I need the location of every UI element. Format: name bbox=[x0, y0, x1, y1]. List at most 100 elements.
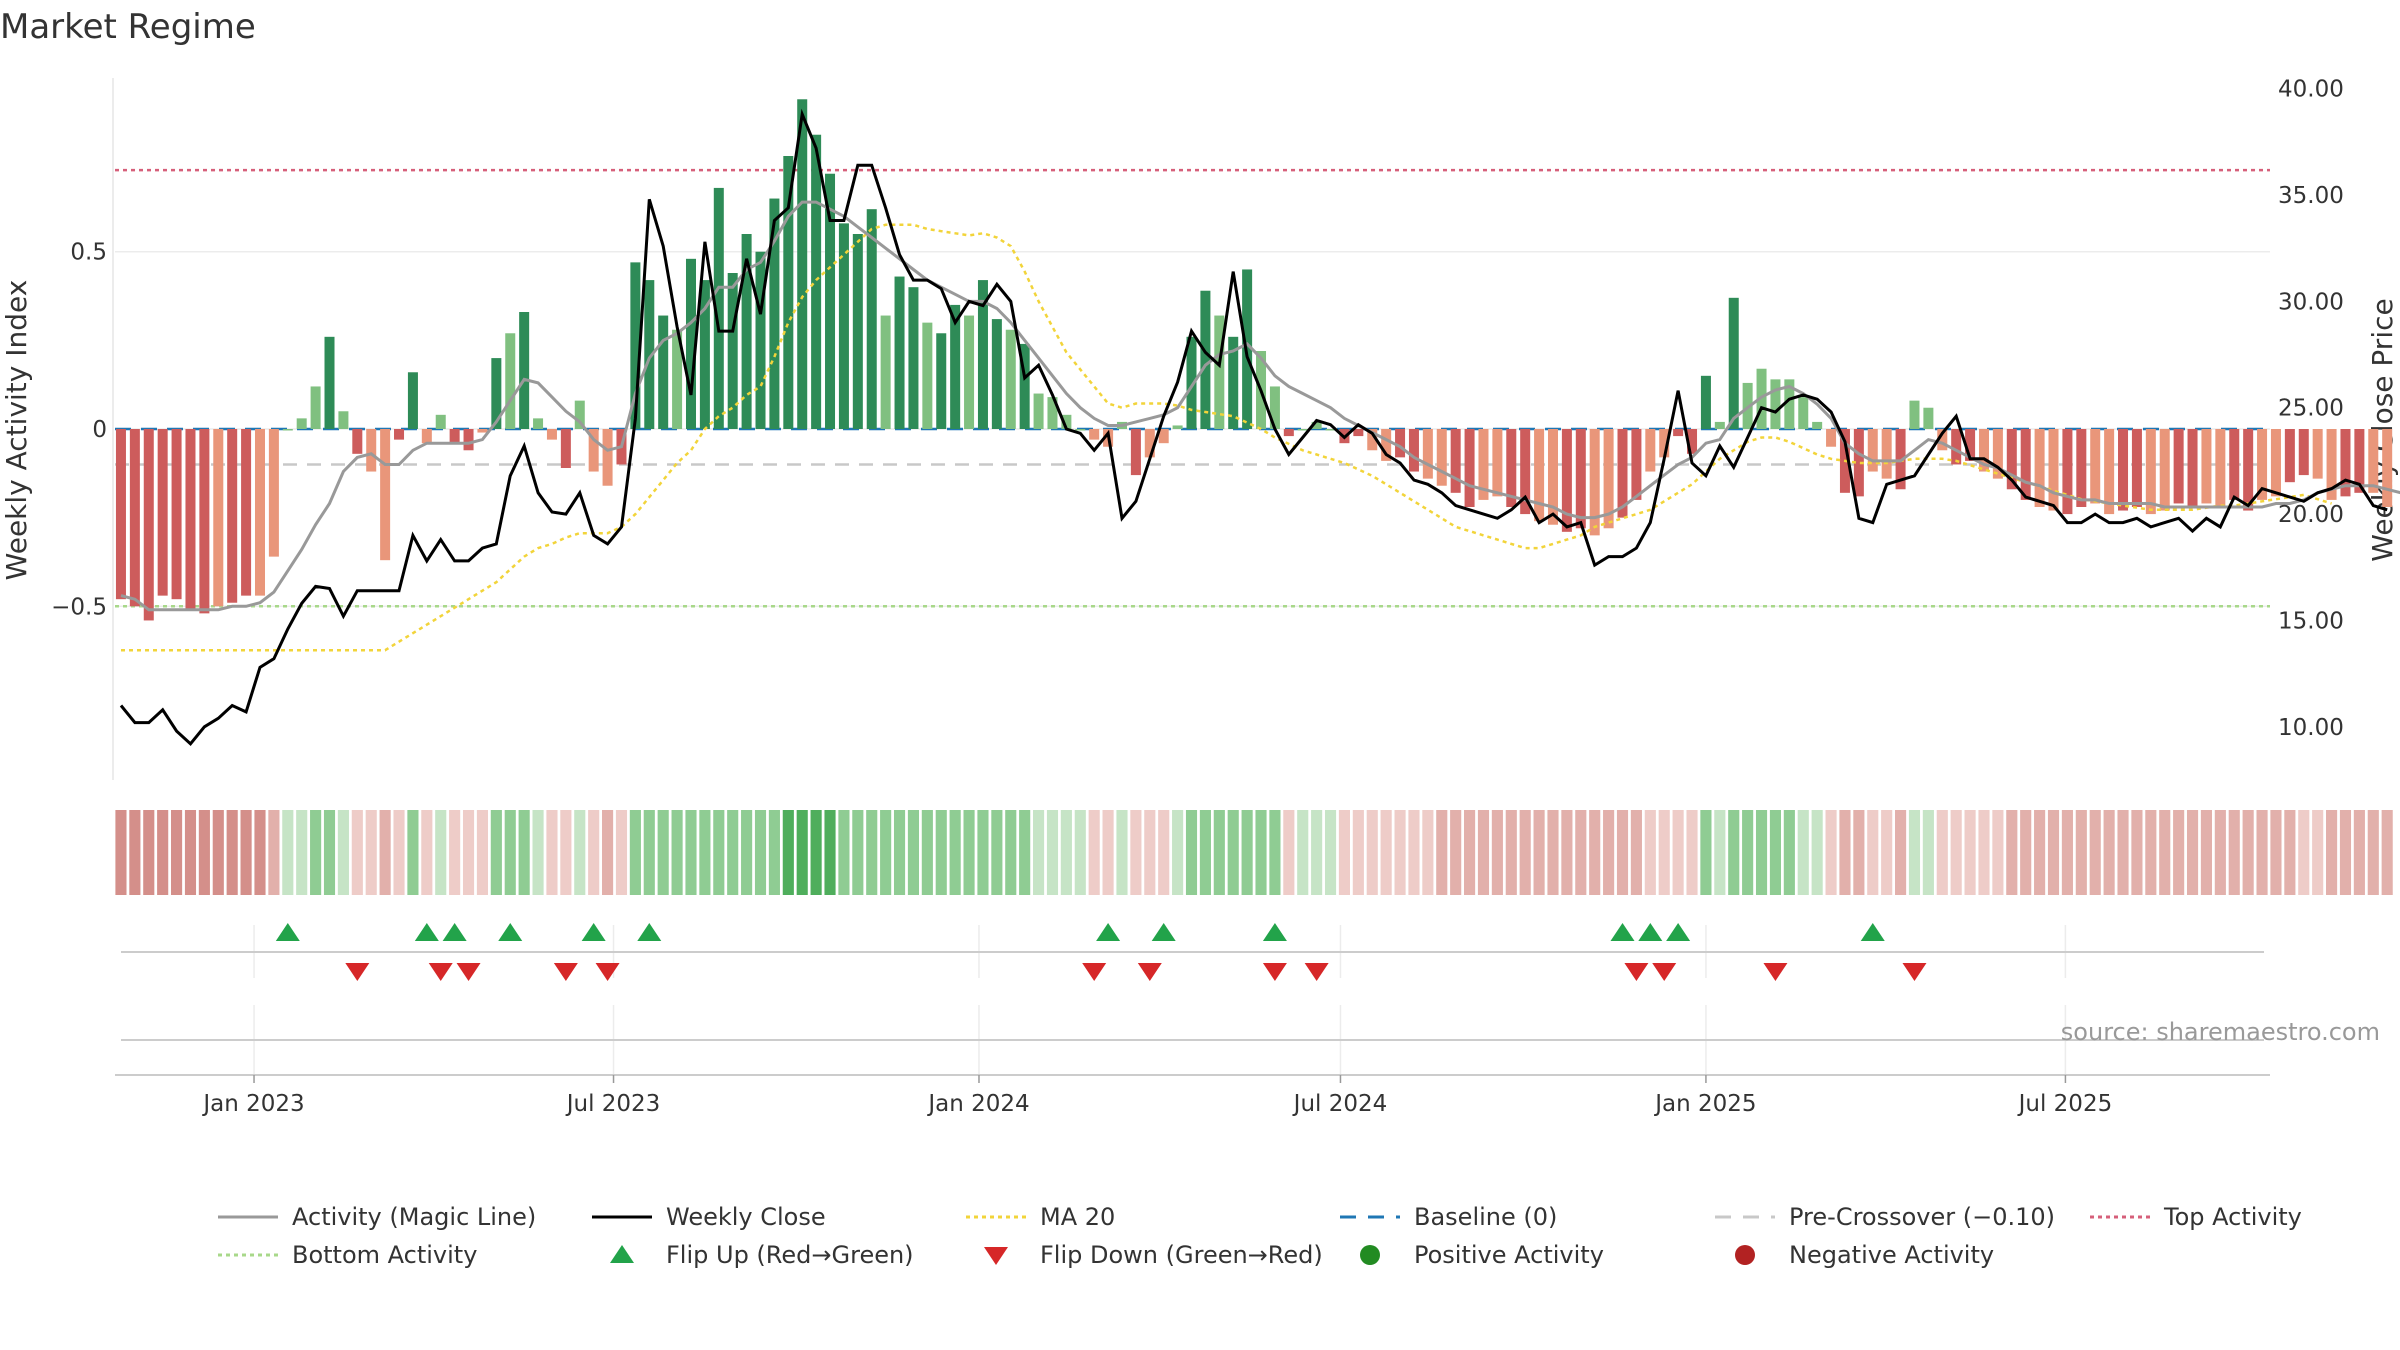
regime-cell bbox=[2145, 810, 2157, 895]
activity-bar bbox=[477, 429, 488, 433]
activity-bar bbox=[1436, 429, 1447, 486]
activity-bar bbox=[129, 429, 140, 607]
activity-bar bbox=[1130, 429, 1141, 476]
activity-bar bbox=[1492, 429, 1503, 497]
flip-up-marker bbox=[1610, 923, 1635, 941]
regime-cell bbox=[1630, 810, 1642, 895]
activity-bar bbox=[713, 187, 724, 429]
regime-cell bbox=[296, 810, 308, 895]
chart-title: Market Regime bbox=[0, 7, 256, 47]
regime-cell bbox=[880, 810, 892, 895]
activity-bar bbox=[1728, 297, 1739, 429]
regime-cell bbox=[1616, 810, 1629, 895]
legend-item: Positive Activity bbox=[1360, 1241, 1604, 1269]
regime-cell bbox=[1005, 810, 1017, 895]
x-tick-label: Jul 2024 bbox=[1292, 1091, 1388, 1117]
activity-bar bbox=[199, 429, 210, 614]
regime-cell bbox=[1199, 810, 1211, 895]
flip-down-marker bbox=[595, 963, 620, 981]
regime-cell bbox=[1755, 810, 1768, 895]
legend-item: Top Activity bbox=[2090, 1203, 2302, 1231]
regime-cell bbox=[1950, 810, 1962, 895]
regime-cell bbox=[1714, 810, 1726, 895]
legend-label: Negative Activity bbox=[1789, 1241, 1994, 1269]
regime-cell bbox=[2367, 810, 2379, 895]
regime-cell bbox=[1797, 810, 1809, 895]
flip-markers bbox=[121, 923, 2264, 981]
activity-bar bbox=[1144, 429, 1155, 458]
activity-bar bbox=[2159, 429, 2170, 511]
regime-cell bbox=[504, 810, 516, 895]
activity-bar bbox=[2326, 429, 2337, 500]
y-right-tick-label: 15.00 bbox=[2278, 608, 2344, 634]
regime-cell bbox=[2228, 810, 2240, 895]
activity-bar bbox=[991, 319, 1002, 429]
flip-down-marker bbox=[428, 963, 453, 981]
activity-bar bbox=[672, 329, 683, 429]
regime-cell bbox=[1102, 810, 1114, 895]
activity-bar bbox=[1283, 429, 1294, 437]
activity-bar bbox=[463, 429, 474, 451]
regime-cell bbox=[546, 810, 558, 895]
activity-bar bbox=[2034, 429, 2045, 507]
legend-swatch bbox=[1360, 1245, 1380, 1265]
activity-bar bbox=[2382, 429, 2393, 507]
regime-cell bbox=[2173, 810, 2185, 895]
regime-cell bbox=[1394, 810, 1406, 895]
regime-cell bbox=[2339, 810, 2352, 895]
regime-cell bbox=[476, 810, 489, 895]
activity-bar bbox=[407, 372, 418, 429]
flip-down-marker bbox=[1652, 963, 1677, 981]
flip-down-marker bbox=[1262, 963, 1287, 981]
activity-bar bbox=[1353, 429, 1364, 437]
regime-cell bbox=[699, 810, 711, 895]
regime-cell bbox=[2061, 810, 2073, 895]
activity-bar bbox=[1228, 336, 1239, 429]
activity-bar bbox=[741, 234, 752, 429]
flip-down-marker bbox=[1902, 963, 1927, 981]
regime-cell bbox=[1783, 810, 1795, 895]
activity-bar bbox=[880, 315, 891, 429]
flip-up-marker bbox=[1151, 923, 1176, 941]
activity-bar bbox=[2368, 429, 2379, 493]
activity-bar bbox=[1367, 429, 1378, 451]
activity-bar bbox=[1687, 429, 1698, 454]
activity-bar bbox=[727, 273, 738, 429]
regime-cell bbox=[2075, 810, 2087, 895]
activity-bar bbox=[2118, 429, 2129, 511]
activity-bar bbox=[1422, 429, 1433, 479]
regime-cell bbox=[1297, 810, 1309, 895]
regime-cell bbox=[741, 810, 753, 895]
regime-cell bbox=[991, 810, 1003, 895]
activity-bar bbox=[922, 322, 933, 429]
regime-cell bbox=[977, 810, 989, 895]
regime-cell bbox=[866, 810, 878, 895]
regime-cell bbox=[1144, 810, 1156, 895]
activity-bar bbox=[1381, 429, 1392, 461]
regime-cell bbox=[2047, 810, 2060, 895]
activity-bar bbox=[421, 429, 432, 444]
regime-cell bbox=[685, 810, 697, 895]
regime-cell bbox=[1255, 810, 1267, 895]
regime-cell bbox=[810, 810, 822, 895]
regime-cell bbox=[1825, 810, 1837, 895]
regime-cell bbox=[1060, 810, 1072, 895]
regime-cell bbox=[1644, 810, 1656, 895]
y-left-tick-label: 0.5 bbox=[70, 240, 107, 266]
regime-cell bbox=[143, 810, 155, 895]
legend-item: Activity (Magic Line) bbox=[218, 1203, 536, 1231]
regime-cell bbox=[379, 810, 391, 895]
activity-bar bbox=[2145, 429, 2156, 515]
flip-down-marker bbox=[1082, 963, 1107, 981]
regime-cell bbox=[2020, 810, 2032, 895]
legend-label: Flip Up (Red→Green) bbox=[666, 1241, 914, 1269]
activity-bar bbox=[1770, 379, 1781, 429]
flip-up-marker bbox=[637, 923, 662, 941]
activity-bar bbox=[268, 429, 279, 557]
activity-bar bbox=[755, 251, 766, 429]
activity-bar bbox=[825, 173, 836, 429]
regime-cell bbox=[254, 810, 266, 895]
regime-cell bbox=[1686, 810, 1698, 895]
activity-bar bbox=[1075, 429, 1086, 431]
activity-bar bbox=[2104, 429, 2115, 515]
